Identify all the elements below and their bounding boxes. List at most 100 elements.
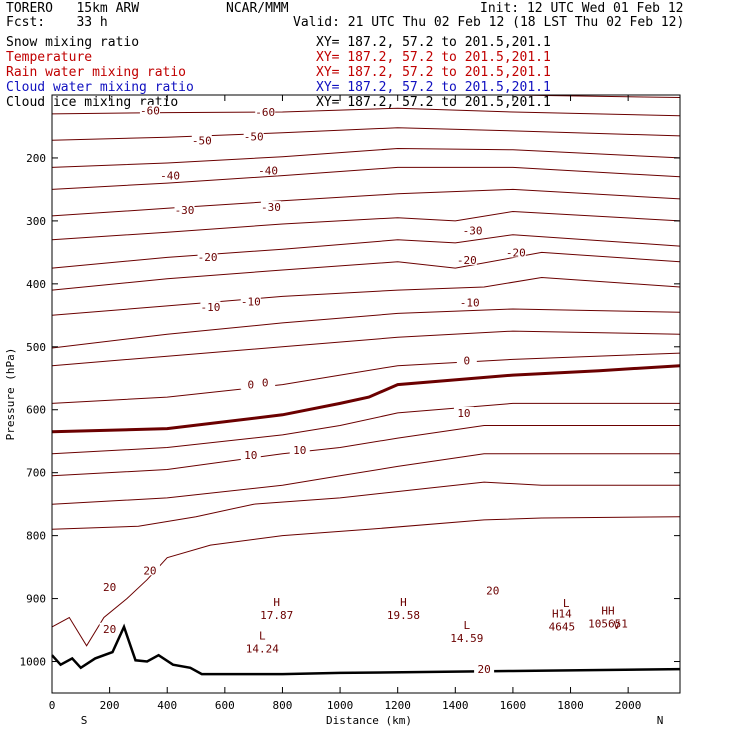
contour-label-bg bbox=[505, 246, 526, 258]
contour-label: 10 bbox=[457, 407, 470, 420]
contour-label-bg bbox=[243, 130, 264, 142]
contour-label: -30 bbox=[463, 224, 483, 237]
y-tick-label: 700 bbox=[26, 467, 46, 480]
contour-label-bg bbox=[474, 663, 495, 675]
extremum-marker: H14 bbox=[552, 607, 572, 620]
extremum-value: 4645 bbox=[549, 620, 576, 633]
legend-rain: Rain water mixing ratio bbox=[6, 65, 187, 80]
contour-label: 10 bbox=[293, 444, 306, 457]
y-tick-label: 300 bbox=[26, 215, 46, 228]
y-tick-label: 1000 bbox=[20, 656, 47, 669]
contour-label: -20 bbox=[198, 251, 218, 264]
contour-label-bg bbox=[456, 354, 477, 366]
contour-label-bg bbox=[456, 253, 477, 265]
contour-label: -10 bbox=[460, 297, 480, 310]
y-tick-label: 900 bbox=[26, 593, 46, 606]
isotherm-line bbox=[51, 330, 681, 367]
x-tick-label: 400 bbox=[157, 699, 177, 712]
extremum-marker: L bbox=[563, 597, 570, 610]
extremum-value: 14.24 bbox=[246, 642, 279, 655]
x-tick-label: 800 bbox=[273, 699, 293, 712]
contour-label-bg bbox=[240, 378, 261, 390]
north-end-label: N bbox=[657, 714, 664, 727]
plot-frame bbox=[51, 94, 681, 694]
contour-label-bg bbox=[99, 622, 120, 634]
y-tick-label: 600 bbox=[26, 404, 46, 417]
contour-label-bg bbox=[240, 449, 261, 461]
isotherm-line bbox=[51, 402, 680, 455]
x-tick-label: 1800 bbox=[557, 699, 584, 712]
isotherm-line bbox=[51, 481, 680, 530]
model-title: TORERO 15km ARW bbox=[6, 1, 140, 16]
isotherm-line bbox=[51, 276, 681, 316]
isotherm-line bbox=[51, 364, 681, 434]
contour-label-bg bbox=[99, 581, 120, 593]
x-tick-label: 1600 bbox=[500, 699, 527, 712]
isotherm-line bbox=[51, 516, 681, 647]
contour-label: -10 bbox=[201, 301, 221, 314]
valid-time: Valid: 21 UTC Thu 02 Feb 12 (18 LST Thu … bbox=[293, 15, 685, 30]
y-tick-label: 200 bbox=[26, 152, 46, 165]
contour-label: 0 bbox=[464, 355, 471, 368]
contour-label-bg bbox=[459, 296, 480, 308]
x-tick-label: 1200 bbox=[384, 699, 411, 712]
isotherm-line bbox=[51, 127, 681, 141]
init-time: Init: 12 UTC Wed 01 Feb 12 bbox=[480, 1, 684, 16]
x-tick-label: 0 bbox=[49, 699, 56, 712]
contour-label: 0 bbox=[262, 377, 269, 390]
y-tick-label: 500 bbox=[26, 341, 46, 354]
y-tick-label: 400 bbox=[26, 278, 46, 291]
legend-cloud-water: Cloud water mixing ratio bbox=[6, 80, 194, 95]
isotherm-line bbox=[51, 188, 681, 217]
isotherm-line bbox=[51, 166, 681, 190]
legend-snow-xy: XY= 187.2, 57.2 to 201.5,201.1 bbox=[316, 35, 551, 50]
extremum-value: 14.59 bbox=[450, 632, 483, 645]
isotherm-line bbox=[51, 425, 680, 477]
contour-label-bg bbox=[462, 224, 483, 236]
org-label: NCAR/MMM bbox=[226, 1, 289, 16]
legend-temperature: Temperature bbox=[6, 50, 93, 65]
contour-label-bg bbox=[255, 105, 276, 117]
contour-label-bg bbox=[289, 444, 310, 456]
contour-label-bg bbox=[191, 134, 212, 146]
contour-label-bg bbox=[482, 584, 503, 596]
extremum-marker: L bbox=[259, 629, 266, 642]
contour-labels: -60 -60 -50 -50 -40 -40 -30 -30 -30 -20 -20 -20 -10 -… bbox=[99, 104, 627, 676]
contour-label-bg bbox=[139, 104, 160, 116]
isotherm-line bbox=[51, 251, 681, 291]
contour-label-bg bbox=[139, 564, 160, 576]
extremum-marker: L bbox=[464, 619, 471, 632]
contour-label-bg bbox=[240, 295, 261, 307]
extremum-marker: H bbox=[273, 596, 280, 609]
contour-label-bg bbox=[200, 301, 221, 313]
extremum-value: 17.87 bbox=[260, 609, 293, 622]
contour-label: 20 bbox=[143, 564, 156, 577]
contour-label-bg bbox=[260, 201, 281, 213]
contour-label: -50 bbox=[192, 134, 212, 147]
contour-label: -20 bbox=[506, 246, 526, 259]
contour-label: -40 bbox=[160, 170, 180, 183]
contour-label: -30 bbox=[261, 201, 281, 214]
isotherm-line bbox=[51, 210, 681, 241]
isotherm-line bbox=[51, 234, 681, 269]
x-axis-title: Distance (km) bbox=[326, 714, 412, 727]
contour-label: 20 bbox=[477, 663, 490, 676]
contour-label: -50 bbox=[244, 131, 264, 144]
legend-cloud-water-xy: XY= 187.2, 57.2 to 201.5,201.1 bbox=[316, 80, 551, 95]
isotherm-line bbox=[51, 352, 681, 404]
legend-rain-xy: XY= 187.2, 57.2 to 201.5,201.1 bbox=[316, 65, 551, 80]
contour-label-bg bbox=[174, 204, 195, 216]
extremum-value: 19.58 bbox=[387, 609, 420, 622]
y-axis-title: Pressure (hPa) bbox=[4, 348, 17, 441]
legend-cloud-ice-xy: XY= 187.2, 57.2 to 201.5,201.1 bbox=[316, 95, 551, 110]
x-tick-label: 200 bbox=[100, 699, 120, 712]
isotherm-contours bbox=[51, 94, 681, 647]
contour-label: -10 bbox=[241, 295, 261, 308]
contour-label: V bbox=[613, 619, 620, 632]
x-tick-label: 600 bbox=[215, 699, 235, 712]
contour-label: 0 bbox=[247, 379, 254, 392]
extremum-marker: H bbox=[400, 596, 407, 609]
